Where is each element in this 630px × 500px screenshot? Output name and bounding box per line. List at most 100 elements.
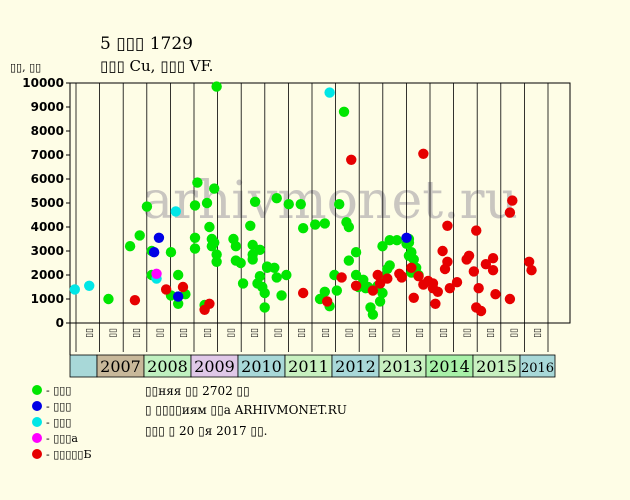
legend-item: - ▯▯▯ — [32, 400, 71, 414]
data-point-series-0 — [319, 286, 331, 297]
data-point-series-0 — [276, 290, 287, 301]
y-tick-label: 4000 — [31, 220, 64, 234]
half-year-label: ▯▯ — [85, 328, 95, 338]
chart-title: 5 ▯▯▯ 1729 — [100, 34, 193, 54]
data-point-series-4 — [437, 245, 448, 257]
half-year-label: ▯▯ — [392, 328, 402, 338]
data-point-series-4 — [471, 225, 482, 236]
data-point-series-0 — [189, 232, 201, 243]
year-label: 2010 — [241, 357, 282, 376]
y-tick-label: 3000 — [31, 244, 64, 258]
legend-marker-3 — [32, 433, 42, 443]
year-band — [519, 354, 556, 378]
data-point-series-4 — [473, 283, 484, 294]
half-year-label: ▯▯ — [226, 328, 236, 338]
data-point-series-0 — [334, 199, 345, 210]
data-point-series-4 — [487, 253, 499, 264]
legend-item: - ▯▯▯ — [32, 384, 71, 398]
data-point-series-0 — [192, 177, 203, 188]
data-point-series-4 — [523, 256, 535, 267]
data-point-series-1 — [172, 291, 184, 302]
data-point-series-2 — [170, 206, 181, 217]
half-year-label: ▯▯ — [415, 328, 425, 338]
data-point-series-0 — [403, 250, 415, 261]
legend-label: - ▯▯▯ — [46, 384, 72, 397]
data-point-series-0 — [172, 269, 184, 281]
data-point-series-4 — [204, 298, 215, 309]
half-year-label: ▯▯ — [510, 328, 520, 338]
half-year-label: ▯▯ — [486, 328, 496, 338]
legend-label: - ▯▯▯▯▯Б — [46, 448, 92, 461]
data-point-series-0 — [141, 201, 153, 212]
data-point-series-0 — [295, 199, 306, 210]
y-tick-label: 6000 — [31, 172, 64, 186]
data-point-series-0 — [331, 285, 343, 296]
data-point-series-4 — [430, 298, 441, 309]
half-year-label: ▯▯ — [321, 328, 331, 338]
data-point-series-0 — [211, 249, 222, 260]
half-year-label: ▯▯ — [203, 328, 213, 338]
legend-label: - ▯▯▯ — [46, 416, 72, 429]
data-point-series-0 — [391, 235, 403, 246]
y-tick-label: 9000 — [31, 100, 64, 114]
half-year-label: ▯▯ — [179, 328, 189, 338]
data-point-series-4 — [408, 292, 419, 303]
legend-item: - ▯▯▯а — [32, 432, 78, 446]
data-point-series-0 — [254, 244, 266, 255]
legend-label: - ▯▯▯а — [46, 432, 78, 445]
footer-source: ▯ ▯▯▯▯иям ▯▯а ARHIVMONET.RU — [145, 403, 347, 417]
half-year-label: ▯▯ — [156, 328, 166, 338]
data-point-series-0 — [124, 241, 136, 252]
data-point-series-4 — [413, 271, 424, 282]
year-band — [69, 354, 98, 378]
data-point-series-0 — [134, 230, 145, 241]
data-point-series-4 — [382, 273, 393, 284]
legend-label: - ▯▯▯ — [46, 400, 72, 413]
y-tick-label: 10000 — [22, 76, 64, 90]
data-point-series-0 — [235, 257, 246, 269]
data-point-series-0 — [259, 302, 270, 313]
data-point-series-3 — [151, 268, 162, 279]
data-point-series-4 — [372, 269, 383, 281]
data-point-series-4 — [367, 285, 379, 296]
half-year-label: ▯▯ — [533, 328, 543, 338]
data-point-series-0 — [384, 235, 395, 246]
data-point-series-4 — [346, 154, 357, 165]
y-tick-label: 1000 — [31, 292, 64, 306]
data-point-series-0 — [172, 298, 184, 309]
year-label: 2016 — [521, 361, 554, 376]
year-label: 2013 — [382, 357, 423, 376]
data-point-series-0 — [374, 296, 386, 307]
y-tick-label: 0 — [56, 316, 64, 330]
data-point-series-4 — [297, 287, 309, 299]
y-tick-label: 7000 — [31, 148, 64, 162]
data-point-series-4 — [418, 148, 429, 159]
data-point-series-4 — [406, 262, 417, 273]
data-point-series-0 — [249, 196, 261, 207]
data-point-series-0 — [211, 81, 222, 92]
data-point-series-0 — [204, 221, 215, 233]
data-point-series-4 — [396, 272, 407, 283]
half-year-label: ▯▯ — [462, 328, 472, 338]
half-year-label: ▯▯ — [274, 328, 284, 338]
data-point-series-0 — [245, 220, 256, 231]
data-point-series-2 — [69, 284, 81, 295]
data-point-series-0 — [377, 287, 388, 299]
data-point-series-4 — [427, 278, 439, 289]
data-point-series-0 — [209, 183, 220, 194]
half-year-label: ▯▯ — [344, 328, 354, 338]
data-point-series-0 — [297, 223, 309, 234]
data-point-series-0 — [247, 254, 258, 265]
data-point-series-4 — [526, 265, 537, 276]
data-point-series-0 — [271, 272, 282, 283]
data-point-series-2 — [324, 87, 335, 98]
data-point-series-4 — [504, 207, 516, 218]
data-point-series-4 — [463, 250, 475, 261]
data-point-series-4 — [432, 286, 443, 297]
year-label: 2007 — [100, 357, 141, 376]
data-point-series-4 — [451, 277, 463, 288]
data-point-series-4 — [480, 259, 492, 270]
data-point-series-1 — [148, 247, 160, 258]
data-point-series-4 — [336, 272, 347, 283]
